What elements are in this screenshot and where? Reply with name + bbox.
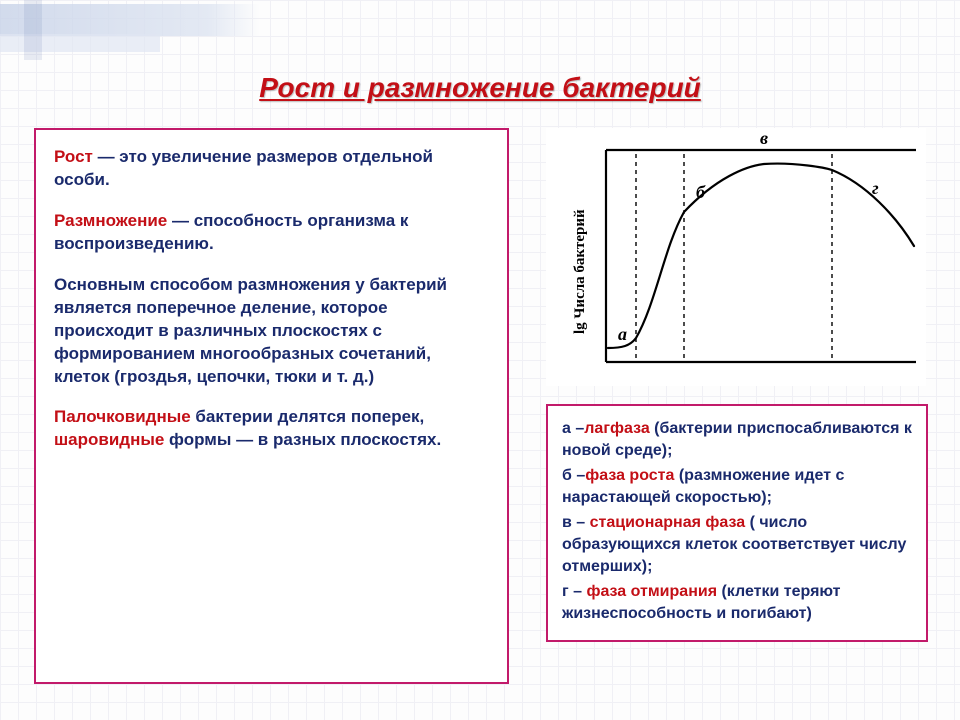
def-rod-text: бактерии делятся поперек, xyxy=(191,407,425,426)
legend-g-term: фаза отмирания xyxy=(586,583,717,600)
growth-curve-chart: а б в г lg Числа бактерий xyxy=(546,128,926,386)
slide-title: Рост и размножение бактерий xyxy=(0,72,960,104)
svg-text:а: а xyxy=(618,324,627,344)
term-reproduction: Размножение xyxy=(54,211,167,230)
term-rod: Палочковидные xyxy=(54,407,191,426)
growth-curve-svg: а б в г lg Числа бактерий xyxy=(546,128,926,386)
legend-g-pre: г – xyxy=(562,583,586,600)
definitions-box: Рост — это увеличение размеров отдельной… xyxy=(34,128,509,684)
svg-text:б: б xyxy=(696,182,706,202)
svg-text:в: в xyxy=(760,128,768,148)
phase-legend-box: а –лагфаза (бактерии приспосабливаются к… xyxy=(546,404,928,642)
legend-a: а –лагфаза (бактерии приспосабливаются к… xyxy=(562,418,914,461)
svg-text:г: г xyxy=(872,178,879,198)
legend-b-term: фаза роста xyxy=(585,467,674,484)
svg-text:lg Числа бактерий: lg Числа бактерий xyxy=(572,209,588,334)
legend-g: г – фаза отмирания (клетки теряют жизнес… xyxy=(562,581,914,624)
def-sphere-text: формы — в разных плоскостях. xyxy=(164,430,441,449)
def-method: Основным способом размножения у бактерий… xyxy=(54,274,491,389)
def-reproduction: Размножение — способность организма к во… xyxy=(54,210,491,256)
legend-a-pre: а – xyxy=(562,420,584,437)
legend-a-term: лагфаза xyxy=(584,420,649,437)
def-shapes: Палочковидные бактерии делятся поперек, … xyxy=(54,406,491,452)
legend-v-pre: в – xyxy=(562,514,590,531)
legend-v-term: стационарная фаза xyxy=(590,514,746,531)
legend-b: б –фаза роста (размножение идет с нараст… xyxy=(562,465,914,508)
decor-bar-vert xyxy=(24,0,42,60)
def-growth-text: — это увеличение размеров отдельной особ… xyxy=(54,147,433,189)
legend-v: в – стационарная фаза ( число образующих… xyxy=(562,512,914,577)
def-growth: Рост — это увеличение размеров отдельной… xyxy=(54,146,491,192)
legend-b-pre: б – xyxy=(562,467,585,484)
term-sphere: шаровидные xyxy=(54,430,164,449)
term-growth: Рост xyxy=(54,147,93,166)
